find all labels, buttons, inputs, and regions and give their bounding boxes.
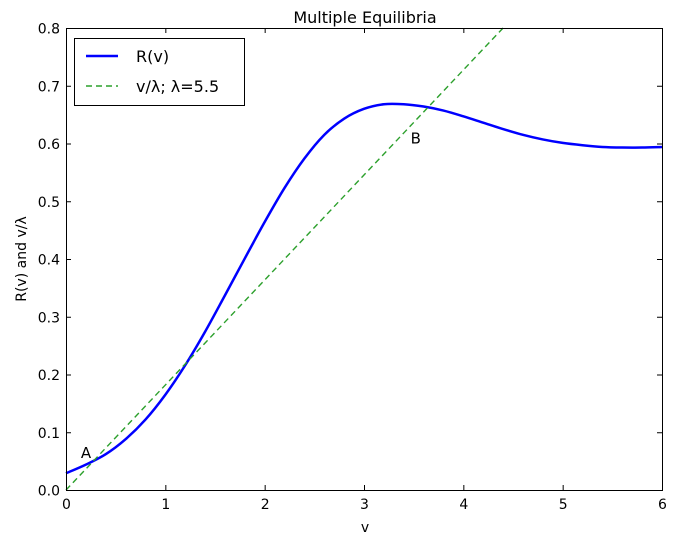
y-tick-label: 0.7 — [38, 79, 60, 95]
y-tick-label: 0.6 — [38, 137, 60, 153]
legend: R(v) v/λ; λ=5.5 — [74, 38, 245, 106]
y-tick-label: 0.8 — [38, 22, 60, 38]
y-tick-label: 0.2 — [38, 368, 60, 384]
y-axis-title: R(v) and v/λ — [14, 216, 30, 301]
legend-box — [74, 38, 245, 106]
x-tick-label: 5 — [559, 497, 568, 513]
x-tick-label: 0 — [62, 497, 71, 513]
x-tick-label: 3 — [360, 497, 369, 513]
y-tick-label: 0.0 — [38, 484, 60, 500]
annotation-b: B — [411, 130, 421, 148]
x-tick-label: 4 — [459, 497, 468, 513]
legend-label-v-lambda: v/λ; λ=5.5 — [136, 77, 219, 96]
x-tick-label: 1 — [161, 497, 170, 513]
x-axis-title: v — [361, 520, 369, 536]
series-line-1 — [65, 27, 504, 491]
legend-label-r-v: R(v) — [136, 47, 169, 66]
axis-ticks: 0 1 2 3 4 5 6 0.0 0.1 0.2 0.3 0.4 0.5 0.6 0.7 0.8 — [38, 22, 667, 514]
annotation-a: A — [81, 444, 92, 462]
y-tick-label: 0.5 — [38, 195, 60, 211]
x-tick-label: 6 — [658, 497, 667, 513]
x-tick-label: 2 — [261, 497, 270, 513]
series-line-0 — [65, 102, 663, 475]
y-tick-label: 0.1 — [38, 426, 60, 442]
chart-title: Multiple Equilibria — [293, 8, 436, 27]
plot-area: AB — [65, 27, 663, 491]
y-tick-label: 0.3 — [38, 310, 60, 326]
y-tick-label: 0.4 — [38, 253, 60, 269]
